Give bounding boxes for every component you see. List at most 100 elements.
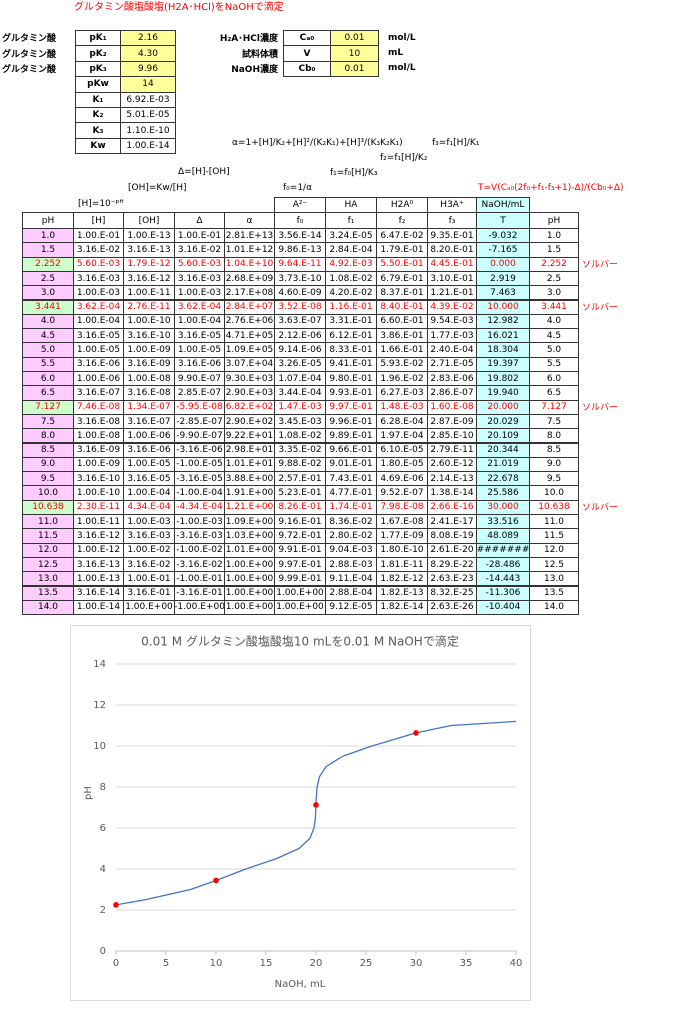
table-header: f₂ xyxy=(376,212,428,229)
table-cell: 2.88.E-04 xyxy=(325,585,377,601)
table-cell: 1.77.E-03 xyxy=(427,328,477,344)
table-header: f₀ xyxy=(274,212,326,229)
table-cell: 7.5 xyxy=(529,413,579,430)
param-symbol: pKw xyxy=(75,76,121,93)
table-header: f₃ xyxy=(427,212,477,229)
x-tick-label: 30 xyxy=(410,958,423,969)
table-cell: 9.16.E-01 xyxy=(274,514,326,530)
table-cell: 1.60.E-08 xyxy=(427,399,477,415)
table-cell: 1.79.E-01 xyxy=(376,242,428,258)
table-cell: 9.80.E-01 xyxy=(325,371,377,387)
table-cell: 9.30.E+03 xyxy=(224,371,275,387)
param-symbol: pK₃ xyxy=(75,60,121,78)
param-label: グルタミン酸 xyxy=(2,34,57,45)
table-cell: 1.82.E-14 xyxy=(376,599,428,616)
x-tick-label: 40 xyxy=(510,958,523,969)
table-cell: -3.16.E-01 xyxy=(174,585,225,601)
table-cell: 3.16.E-02 xyxy=(73,242,124,258)
table-cell: 3.16.E-05 xyxy=(174,328,225,344)
table-cell: 2.61.E-20 xyxy=(427,542,477,558)
table-cell: 9.66.E-01 xyxy=(325,442,377,458)
table-cell: -2.85.E-07 xyxy=(174,413,225,430)
table-cell: 9.0 xyxy=(22,456,74,473)
table-cell: 1.00.E-11 xyxy=(123,285,175,301)
table-cell: 2.66.E-16 xyxy=(427,499,477,515)
table-cell: 1.74.E-01 xyxy=(325,499,377,515)
param-symbol: K₁ xyxy=(75,91,121,108)
table-cell: 9.11.E-04 xyxy=(325,571,377,587)
table-cell: 3.16.E-13 xyxy=(123,242,175,258)
table-cell: 16.021 xyxy=(476,328,530,344)
table-cell: 6.82.E+02 xyxy=(224,399,275,415)
table-cell: 2.80.E-02 xyxy=(325,528,377,544)
table-cell: 2.919 xyxy=(476,270,530,287)
table-cell: 1.67.E-08 xyxy=(376,514,428,530)
table-cell: 1.5 xyxy=(22,242,74,258)
table-cell: 8.40.E-01 xyxy=(376,299,428,315)
table-cell: 9.96.E-01 xyxy=(325,413,377,430)
table-cell: 9.5 xyxy=(529,471,579,487)
x-tick-label: 10 xyxy=(210,958,223,969)
table-cell: 1.00.E-13 xyxy=(123,228,175,244)
table-cell: 5.60.E-03 xyxy=(174,256,225,272)
y-axis-label: pH xyxy=(83,786,94,800)
table-cell: 4.0 xyxy=(22,313,74,330)
table-cell: 2.68.E+09 xyxy=(224,270,275,287)
table-cell: 2.83.E-06 xyxy=(427,371,477,387)
y-tick-label: 4 xyxy=(100,864,106,875)
table-cell: 3.16.E-03 xyxy=(123,528,175,544)
table-cell: 3.16.E-05 xyxy=(73,328,124,344)
table-cell: 9.52.E-07 xyxy=(376,485,428,501)
table-cell: 3.86.E-01 xyxy=(376,328,428,344)
table-cell: -9.90.E-07 xyxy=(174,428,225,444)
table-cell: 2.252 xyxy=(529,256,579,272)
table-cell: 1.66.E-01 xyxy=(376,342,428,358)
table-cell: -1.00.E+00 xyxy=(174,599,225,616)
param-value: 14 xyxy=(120,76,176,93)
table-cell: 1.21.E+00 xyxy=(224,499,275,515)
param-value: 5.01.E-05 xyxy=(120,107,176,124)
table-cell: 1.96.E-02 xyxy=(376,371,428,387)
table-cell: 1.0 xyxy=(22,228,74,244)
table-cell: 3.0 xyxy=(22,285,74,301)
param-value: 9.96 xyxy=(120,60,176,78)
table-cell: 9.64.E-11 xyxy=(274,256,326,272)
y-tick-label: 14 xyxy=(93,659,106,670)
table-cell: 1.79.E-12 xyxy=(123,256,175,272)
table-cell: 1.00.E-09 xyxy=(73,456,124,473)
table-cell: 1.07.E-04 xyxy=(274,371,326,387)
table-cell: 6.0 xyxy=(22,371,74,387)
x-tick-label: 5 xyxy=(163,958,169,969)
table-cell: 22.678 xyxy=(476,471,530,487)
table-cell: 10.638 xyxy=(529,499,579,515)
table-cell: 2.40.E-04 xyxy=(427,342,477,358)
x-tick-label: 0 xyxy=(113,958,119,969)
table-cell: 21.019 xyxy=(476,456,530,473)
table-cell: 3.07.E+04 xyxy=(224,356,275,372)
table-cell: 5.23.E-01 xyxy=(274,485,326,501)
param-value: 1.00.E-14 xyxy=(120,137,176,155)
table-cell: -1.00.E-04 xyxy=(174,485,225,501)
condition-value: 10 xyxy=(330,45,379,62)
table-cell: -10.404 xyxy=(476,599,530,616)
param-value: 2.16 xyxy=(120,30,176,47)
table-cell: 2.79.E-11 xyxy=(427,442,477,458)
table-cell: 1.00.E+00 xyxy=(224,599,275,616)
table-cell: 1.00.E-02 xyxy=(123,542,175,558)
chart-title: 0.01 M グルタミン酸塩酸塩10 mLを0.01 M NaOHで滴定 xyxy=(141,634,459,649)
table-cell: 30.000 xyxy=(476,499,530,515)
table-cell: 2.84.E+07 xyxy=(224,299,275,315)
solver-note: ソルバー xyxy=(582,503,619,514)
table-cell: 1.21.E-01 xyxy=(427,285,477,301)
table-cell: 33.516 xyxy=(476,514,530,530)
table-cell: 1.38.E-14 xyxy=(427,485,477,501)
table-cell: 0.000 xyxy=(476,256,530,272)
table-header: [H] xyxy=(73,212,124,229)
table-cell: 1.00.E+00 xyxy=(224,556,275,573)
table-cell: 4.77.E-01 xyxy=(325,485,377,501)
table-cell: 3.10.E-01 xyxy=(427,270,477,287)
table-cell: -11.306 xyxy=(476,585,530,601)
table-group-header: H3A⁺ xyxy=(427,197,477,213)
solver-note: ソルバー xyxy=(582,303,619,314)
